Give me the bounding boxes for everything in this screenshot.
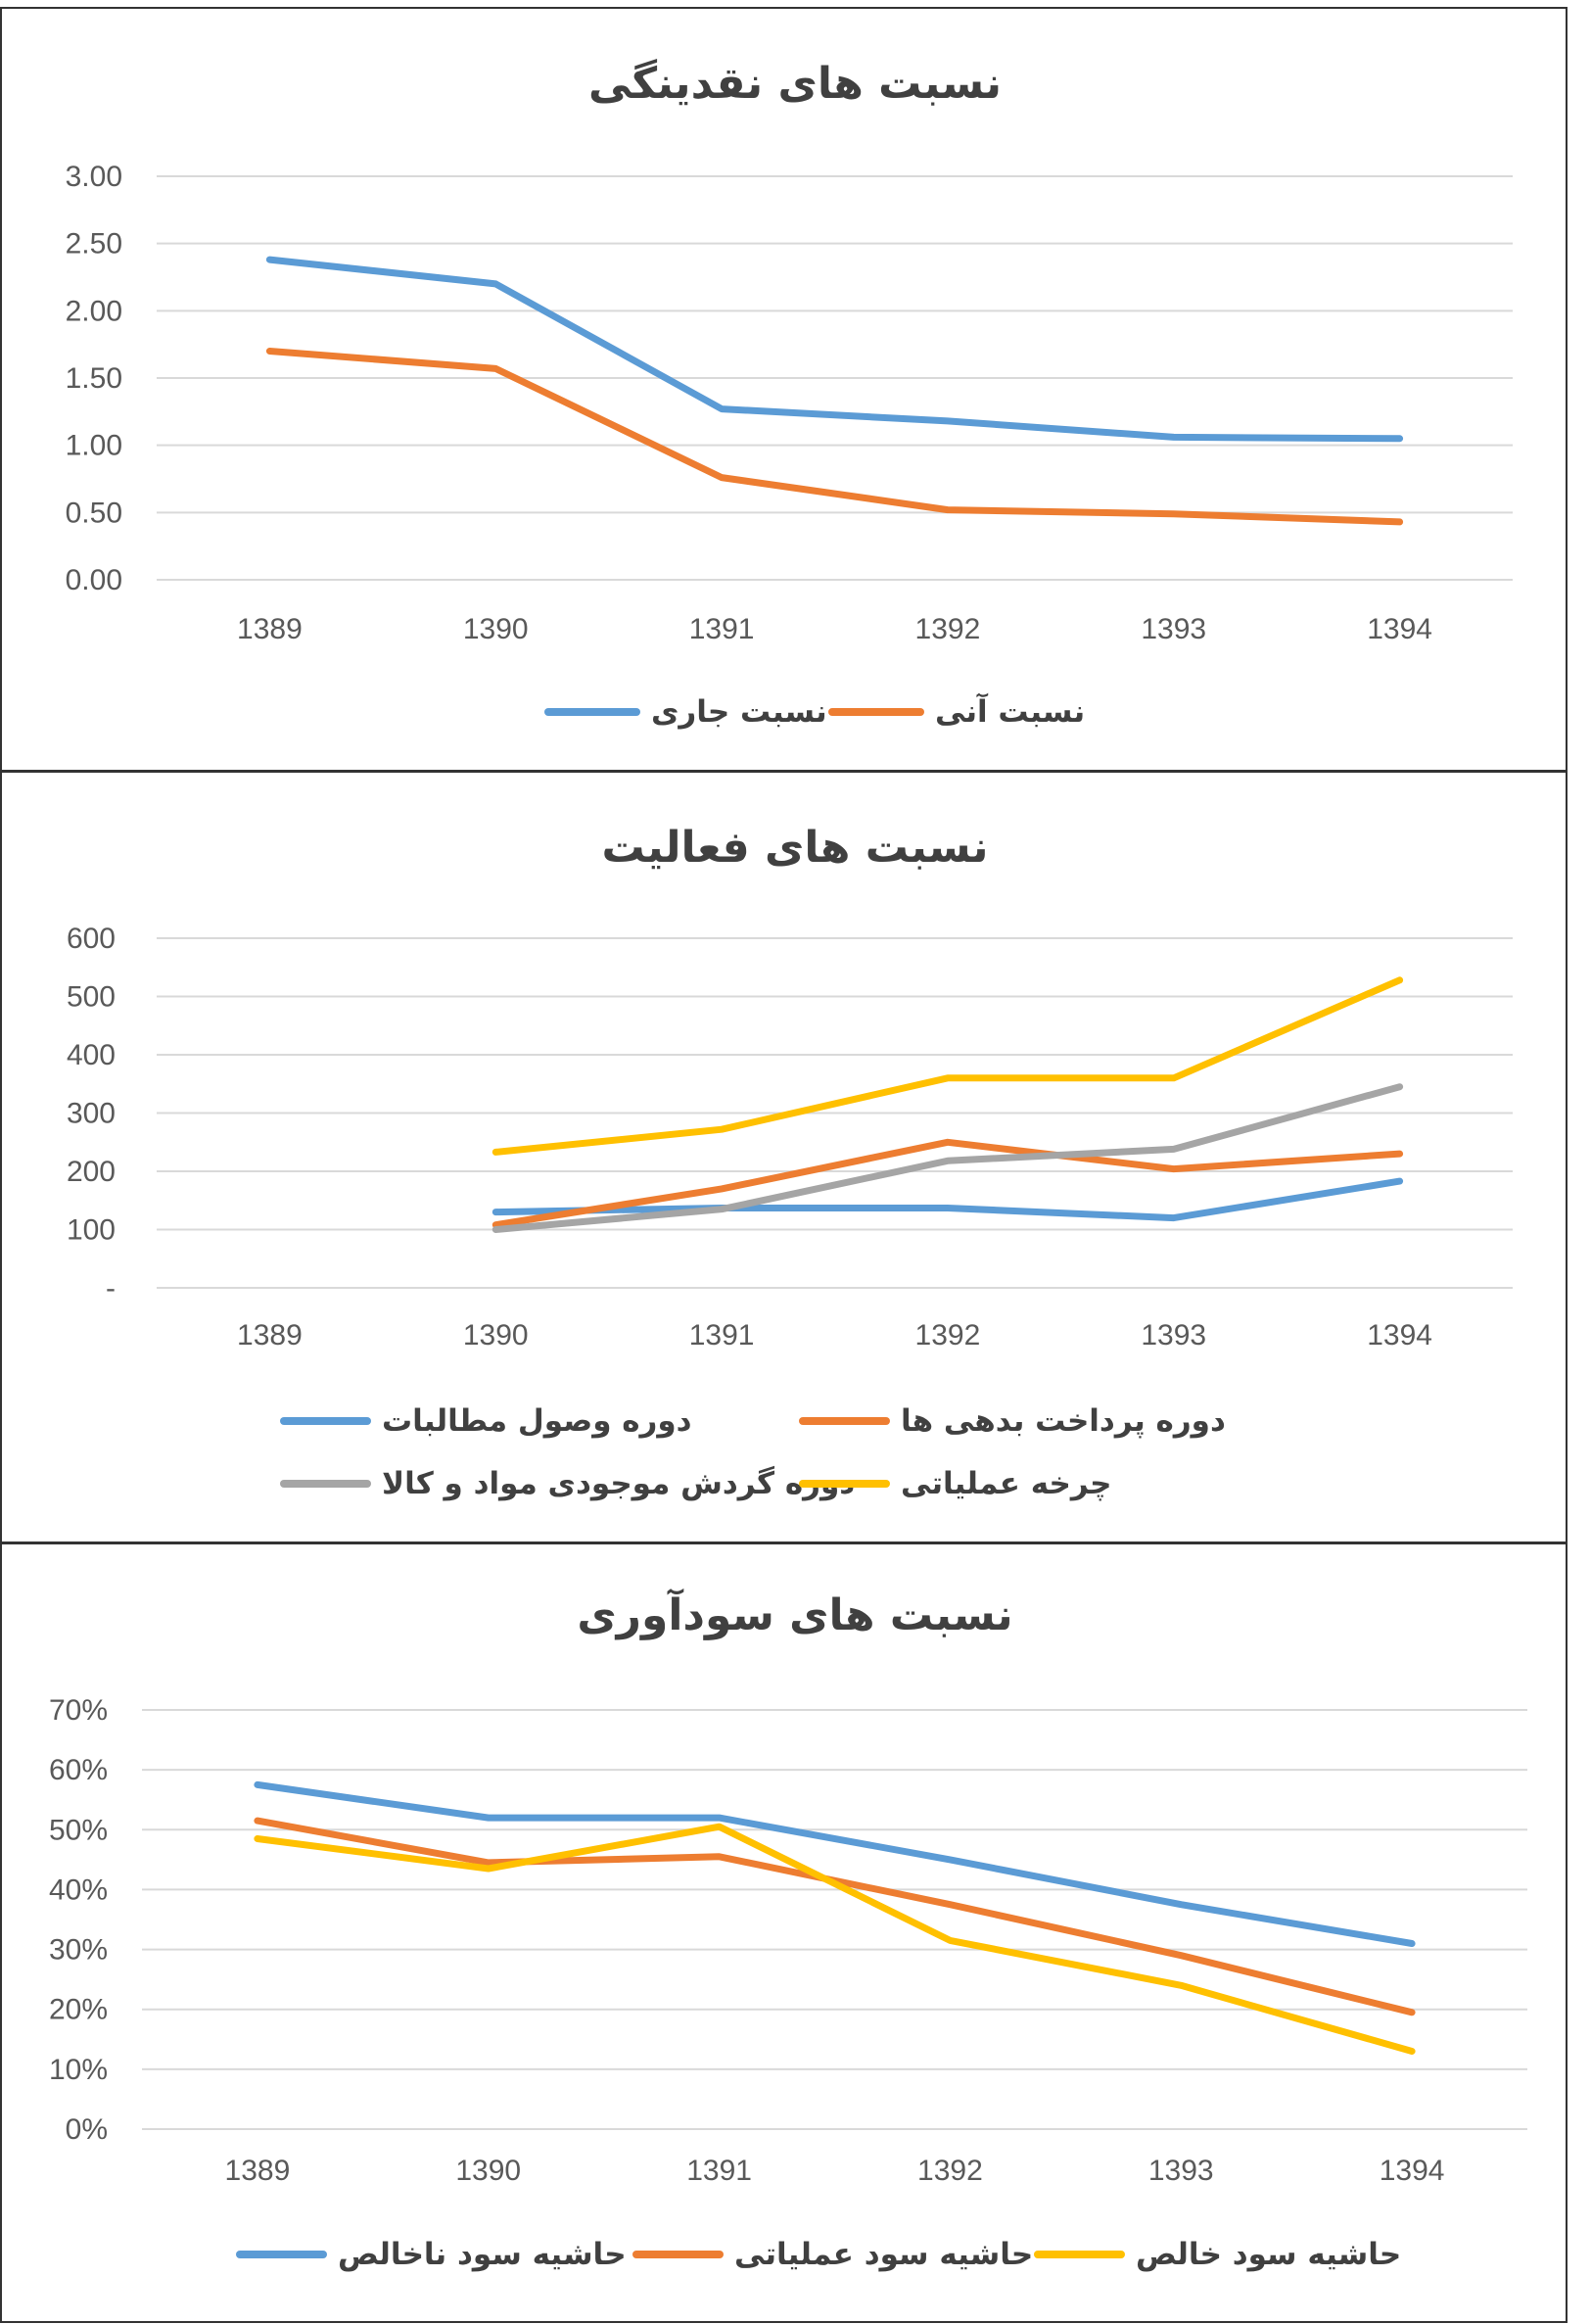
y-tick-label: 0.00 (66, 564, 122, 596)
x-tick-label: 1390 (455, 2155, 521, 2187)
x-tick-label: 1394 (1367, 613, 1432, 645)
series-line (265, 348, 1404, 526)
x-tick-label: 1393 (1148, 2155, 1214, 2187)
liquidity-chart-panel: نسبت های نقدینگی 3.00 2.50 2.00 1.50 1.00 0.5… (0, 0, 1591, 772)
series-line (491, 976, 1404, 1156)
y-tick-label: - (106, 1272, 116, 1304)
series-line (254, 1780, 1416, 1947)
chart-frame (0, 1543, 1568, 2323)
x-tick-label: 1389 (237, 613, 303, 645)
chart-title: نسبت های فعالیت (601, 823, 988, 873)
x-tick-label: 1392 (917, 2155, 983, 2187)
chart-frame (0, 772, 1568, 1543)
y-tick-label: 400 (67, 1039, 116, 1071)
y-tick-label: 3.00 (66, 161, 122, 193)
liquidity-chart: نسبت های نقدینگی 3.00 2.50 2.00 1.50 1.00 0.5… (0, 7, 1568, 772)
series-line (265, 256, 1404, 443)
x-tick-label: 1392 (915, 613, 981, 645)
y-tick-label: 600 (67, 923, 116, 955)
legend-label: حاشیه سود خالص (1136, 2237, 1401, 2272)
series-line (491, 1177, 1404, 1222)
y-tick-label: 2.50 (66, 228, 122, 261)
y-tick-label: 10% (49, 2054, 108, 2086)
x-tick-label: 1389 (237, 1319, 303, 1352)
series-line (491, 1083, 1404, 1233)
y-tick-label: 2.00 (66, 295, 122, 327)
y-tick-label: 300 (67, 1098, 116, 1130)
y-tick-label: 70% (49, 1694, 108, 1727)
activity-chart-panel: نسبت های فعالیت 600 500 400 300 200 100 - 1389 1… (0, 772, 1591, 1543)
y-tick-label: 1.00 (66, 430, 122, 462)
y-tick-label: 40% (49, 1873, 108, 1906)
y-tick-label: 0.50 (66, 497, 122, 529)
profitability-chart: نسبت های سودآوری 70% 60% 50% 40% 30% 20% 10% 0%… (0, 1543, 1568, 2323)
y-tick-label: 30% (49, 1934, 108, 1967)
x-tick-label: 1393 (1141, 1319, 1206, 1352)
x-tick-label: 1390 (463, 1319, 529, 1352)
x-tick-label: 1394 (1367, 1319, 1432, 1352)
legend-label: نسبت آنی (935, 692, 1085, 730)
y-tick-label: 200 (67, 1156, 116, 1188)
legend-label: حاشیه سود ناخالص (338, 2237, 627, 2272)
activity-chart: نسبت های فعالیت 600 500 400 300 200 100 - 1389 1… (0, 772, 1568, 1543)
chart-title: نسبت های سودآوری (577, 1588, 1012, 1640)
x-tick-label: 1391 (686, 2155, 752, 2187)
y-tick-label: 500 (67, 981, 116, 1014)
y-tick-label: 0% (66, 2113, 108, 2146)
x-tick-label: 1389 (225, 2155, 291, 2187)
profitability-chart-panel: نسبت های سودآوری 70% 60% 50% 40% 30% 20% 10% 0%… (0, 1543, 1591, 2324)
legend-label: دوره وصول مطالبات (382, 1403, 692, 1439)
x-tick-label: 1391 (689, 613, 755, 645)
chart-frame (0, 7, 1568, 772)
y-tick-label: 60% (49, 1754, 108, 1786)
y-tick-label: 100 (67, 1214, 116, 1247)
series-line (491, 1138, 1404, 1229)
chart-title: نسبت های نقدینگی (588, 58, 1002, 109)
x-tick-label: 1394 (1380, 2155, 1445, 2187)
y-tick-label: 20% (49, 1994, 108, 2026)
legend-label: چرخه عملیاتی (901, 1466, 1111, 1501)
x-tick-label: 1390 (463, 613, 529, 645)
series-line (254, 1823, 1416, 2055)
legend-label: حاشیه سود عملیاتی (734, 2237, 1033, 2272)
legend-label: نسبت جاری (651, 694, 827, 730)
legend-label: دوره پرداخت بدهی ها (901, 1403, 1226, 1439)
legend-label: دوره گردش موجودی مواد و کالا (382, 1465, 855, 1501)
x-tick-label: 1392 (915, 1319, 981, 1352)
x-tick-label: 1393 (1141, 613, 1206, 645)
y-tick-label: 1.50 (66, 362, 122, 395)
y-tick-label: 50% (49, 1814, 108, 1846)
x-tick-label: 1391 (689, 1319, 755, 1352)
